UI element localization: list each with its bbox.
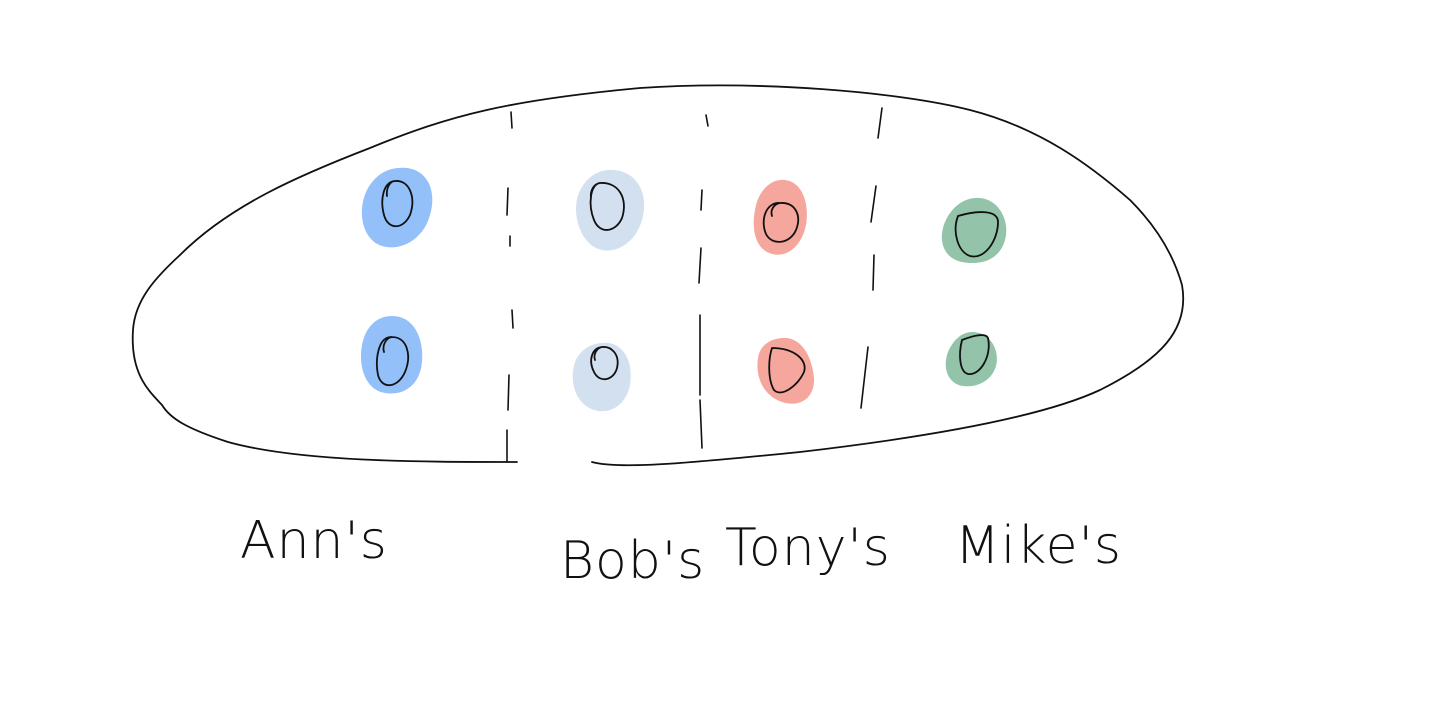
- label-mike: Mike's: [955, 516, 1122, 576]
- ann-item-1: [361, 167, 433, 248]
- ann-item-2: [360, 316, 423, 394]
- label-tony: Tony's: [725, 518, 891, 578]
- label-bob: Bob's: [560, 531, 705, 591]
- mike-item-1: [941, 197, 1007, 264]
- divider-tony-mike: [860, 107, 883, 409]
- mike-item-2: [945, 332, 997, 387]
- divider-ann-bob: [506, 111, 514, 463]
- tony-item-2: [757, 337, 815, 404]
- divider-bob-tony: [698, 114, 709, 449]
- tony-item-1: [753, 179, 807, 255]
- outer-boundary: [131, 84, 1185, 467]
- label-ann: Ann's: [240, 511, 388, 571]
- bob-item-2: [572, 342, 631, 412]
- bob-item-1: [576, 169, 645, 251]
